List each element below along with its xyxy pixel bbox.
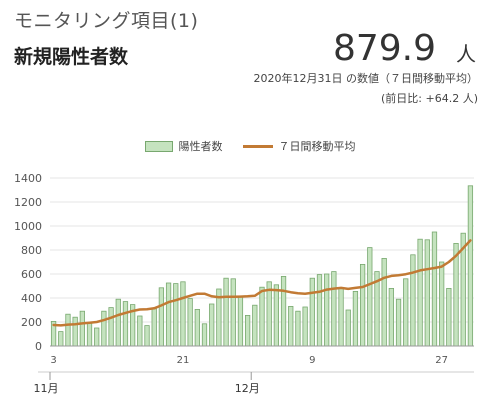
bar bbox=[173, 283, 179, 347]
month-label: 12月 bbox=[235, 382, 260, 395]
bar bbox=[381, 257, 387, 347]
x-tick-label: 27 bbox=[435, 355, 448, 366]
legend-label-cases: 陽性者数 bbox=[178, 140, 223, 153]
bar bbox=[122, 301, 129, 347]
moving-average-line bbox=[52, 239, 472, 327]
month-label: 11月 bbox=[34, 382, 59, 395]
bar bbox=[158, 287, 165, 347]
y-tick-label: 200 bbox=[21, 316, 42, 329]
bar bbox=[180, 281, 186, 347]
chart-legend: 陽性者数 ７日間移動平均 bbox=[0, 138, 500, 154]
y-tick-label: 0 bbox=[35, 340, 42, 353]
bar bbox=[302, 306, 308, 347]
bar bbox=[79, 310, 85, 347]
bar bbox=[209, 303, 215, 347]
legend-bar-swatch bbox=[144, 140, 173, 152]
bar bbox=[309, 277, 315, 347]
bar bbox=[201, 323, 208, 347]
bar bbox=[359, 263, 366, 347]
bar bbox=[86, 322, 93, 347]
y-tick-label: 800 bbox=[21, 244, 42, 257]
metric-name: 新規陽性者数 bbox=[14, 46, 129, 68]
legend-item-cases[interactable]: 陽性者数 bbox=[144, 138, 223, 154]
bar bbox=[273, 284, 280, 347]
bar bbox=[395, 298, 402, 347]
bar bbox=[223, 277, 229, 347]
bar bbox=[446, 287, 452, 347]
page-title: モニタリング項目(1) bbox=[14, 10, 199, 32]
bar bbox=[280, 275, 287, 347]
bar bbox=[244, 314, 251, 347]
bar bbox=[165, 282, 172, 347]
bar bbox=[237, 296, 244, 347]
bar bbox=[345, 309, 351, 347]
legend-item-average[interactable]: ７日間移動平均 bbox=[242, 138, 356, 154]
bar bbox=[259, 286, 265, 347]
bar bbox=[424, 239, 430, 347]
legend-line-swatch bbox=[242, 144, 273, 148]
bar bbox=[266, 281, 272, 347]
bar bbox=[367, 247, 373, 347]
bar bbox=[58, 331, 64, 347]
bar bbox=[65, 313, 71, 347]
bar bbox=[288, 305, 294, 347]
bar bbox=[352, 290, 359, 347]
bar bbox=[194, 308, 200, 347]
y-tick-label: 600 bbox=[21, 268, 42, 281]
bar bbox=[324, 273, 330, 347]
bar bbox=[331, 271, 337, 347]
bar bbox=[467, 185, 474, 347]
y-tick-label: 1200 bbox=[14, 196, 42, 209]
bar bbox=[137, 315, 143, 347]
bar bbox=[115, 298, 121, 347]
bar bbox=[101, 310, 107, 347]
bar bbox=[108, 307, 114, 347]
bar bbox=[431, 231, 438, 347]
bar bbox=[295, 310, 301, 347]
y-tick-label: 1000 bbox=[14, 220, 42, 233]
bar bbox=[230, 278, 236, 347]
bar bbox=[316, 274, 323, 347]
bar bbox=[187, 298, 193, 347]
bar bbox=[417, 238, 423, 347]
metric-unit: 人 bbox=[456, 42, 476, 66]
bar bbox=[72, 316, 78, 347]
y-tick-label: 1400 bbox=[14, 172, 42, 185]
metric-delta: (前日比: +64.2 人) bbox=[381, 92, 478, 105]
bar bbox=[144, 325, 150, 347]
legend-label-average: ７日間移動平均 bbox=[278, 140, 356, 153]
x-tick-label: 9 bbox=[309, 355, 315, 366]
bar bbox=[453, 242, 459, 347]
y-tick-label: 400 bbox=[21, 292, 42, 305]
bar bbox=[338, 287, 344, 347]
bar bbox=[151, 308, 157, 347]
bar bbox=[403, 278, 409, 347]
bar bbox=[410, 254, 416, 347]
x-tick-label: 21 bbox=[177, 355, 190, 366]
x-tick-label: 3 bbox=[50, 355, 56, 366]
metric-description: 2020年12月31日 の数値（７日間移動平均） bbox=[253, 72, 478, 85]
bar bbox=[388, 287, 394, 347]
metric-value: 879.9 bbox=[332, 28, 436, 69]
bar bbox=[439, 261, 445, 347]
bar bbox=[94, 327, 100, 347]
bar bbox=[252, 304, 258, 347]
